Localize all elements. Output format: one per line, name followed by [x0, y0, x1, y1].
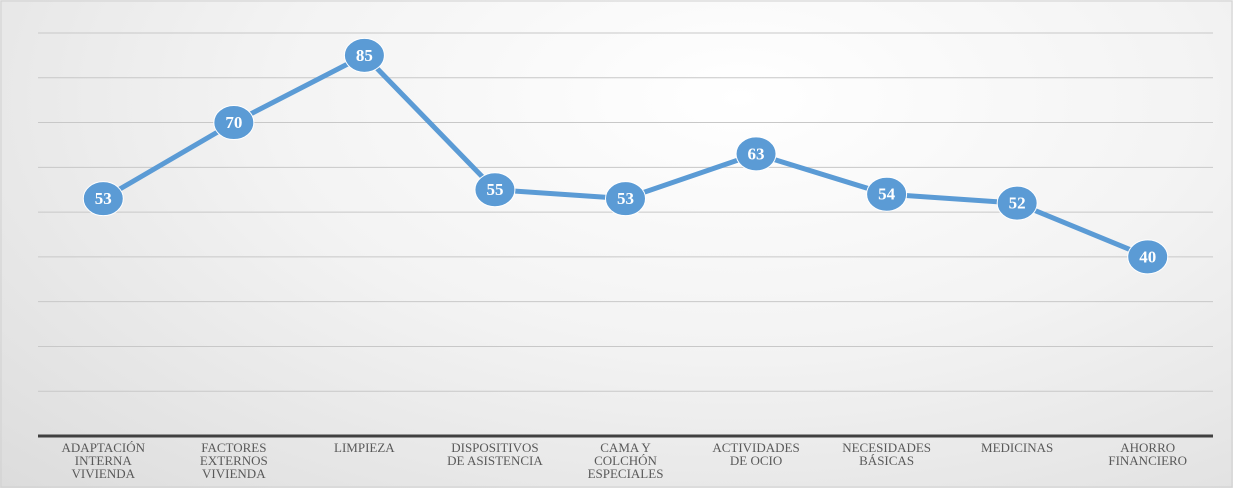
data-label: 54	[878, 185, 896, 204]
data-point	[474, 172, 516, 208]
data-label: 55	[486, 180, 503, 199]
data-point	[213, 105, 255, 141]
data-point	[343, 37, 385, 73]
data-label: 52	[1009, 194, 1026, 213]
x-tick-label: AHORRO FINANCIERO	[1108, 440, 1188, 468]
x-tick-label: MEDICINAS	[981, 440, 1054, 455]
data-point	[866, 176, 908, 212]
x-tick-label: ADAPTACIÓN INTERNA VIVIENDA	[61, 440, 145, 481]
data-label: 53	[95, 189, 112, 208]
data-point	[605, 181, 646, 217]
x-tick-label: ACTIVIDADES DE OCIO	[712, 440, 800, 468]
data-label: 70	[225, 113, 242, 132]
x-tick-label: NECESIDADES BÁSICAS	[842, 440, 932, 468]
data-point	[735, 136, 777, 172]
data-label: 53	[617, 189, 634, 208]
data-label: 63	[748, 144, 765, 163]
data-point	[1127, 239, 1169, 275]
data-point	[996, 185, 1038, 221]
x-tick-label: FACTORES EXTERNOS VIVIENDA	[199, 440, 268, 481]
x-tick-label: DISPOSITIVOS DE ASISTENCIA	[447, 440, 543, 468]
x-tick-label: LIMPIEZA	[334, 440, 395, 455]
x-tick-label: CAMA Y COLCHÓN ESPECIALES	[587, 440, 664, 481]
line	[102, 52, 1149, 260]
data-point	[82, 181, 124, 217]
data-label: 40	[1139, 247, 1156, 266]
data-label: 85	[356, 46, 373, 65]
